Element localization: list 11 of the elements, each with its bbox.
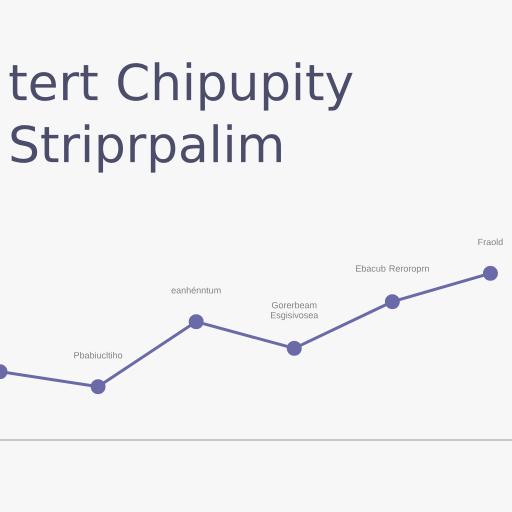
annotation: Ebacub Reroroprn <box>356 265 429 274</box>
point <box>188 314 204 330</box>
annotation: Gorerbeam Esgisivosea <box>270 302 318 320</box>
text: Fraold <box>478 238 503 246</box>
annotation: eanhénntum <box>172 286 221 294</box>
annotation: Pbabiucltiho <box>74 352 122 358</box>
point <box>482 266 498 281</box>
point <box>384 294 400 310</box>
point <box>286 340 302 356</box>
point <box>90 379 106 394</box>
chart-title: tert Chipupity Striprpalim <box>10 62 353 173</box>
